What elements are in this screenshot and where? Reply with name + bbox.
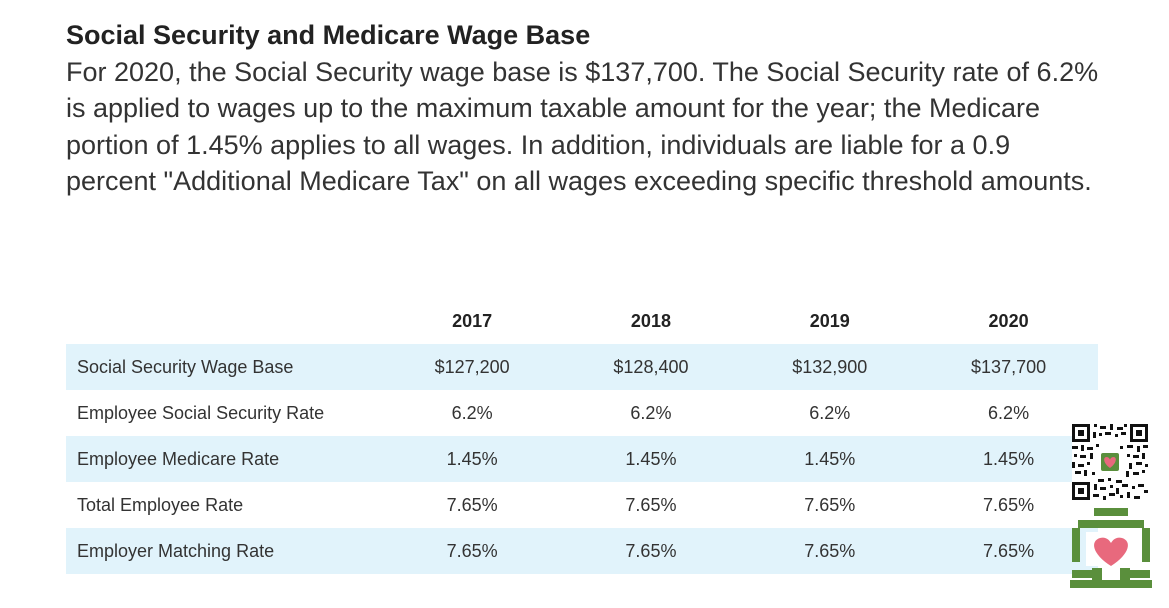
column-header: 2017 bbox=[452, 310, 493, 331]
table-cell: 7.65% bbox=[804, 494, 856, 515]
table-header-row: 2017 2018 2019 2020 bbox=[66, 298, 1098, 344]
table-cell: 7.65% bbox=[625, 494, 677, 515]
column-header: 2019 bbox=[809, 310, 850, 331]
qr-code-icon bbox=[1072, 424, 1148, 500]
heart-badge-icon bbox=[1070, 508, 1152, 588]
table-cell: $132,900 bbox=[740, 344, 920, 390]
wage-base-table: 2017 2018 2019 2020 Social Security Wage… bbox=[66, 298, 1098, 574]
table-row: Total Employee Rate 7.65% 7.65% 7.65% 7.… bbox=[66, 482, 1098, 528]
column-header: 2020 bbox=[988, 310, 1029, 331]
table-row: Social Security Wage Base $127,200 $128,… bbox=[66, 344, 1098, 390]
table-cell: 6.2% bbox=[988, 402, 1030, 423]
table-cell: 7.65% bbox=[740, 528, 920, 574]
table-cell: 7.65% bbox=[382, 528, 562, 574]
table-cell: 1.45% bbox=[382, 436, 562, 482]
column-header bbox=[66, 298, 383, 344]
table-cell: $128,400 bbox=[561, 344, 741, 390]
table-row: Employer Matching Rate 7.65% 7.65% 7.65%… bbox=[66, 528, 1098, 574]
row-label: Employee Medicare Rate bbox=[66, 436, 383, 482]
row-label: Social Security Wage Base bbox=[66, 344, 383, 390]
table-cell: 7.65% bbox=[983, 494, 1035, 515]
table-cell: 7.65% bbox=[919, 528, 1098, 574]
table-cell: 1.45% bbox=[740, 436, 920, 482]
row-label: Employee Social Security Rate bbox=[77, 402, 325, 423]
article-intro: For 2020, the Social Security wage base … bbox=[66, 57, 1099, 196]
table-cell: $127,200 bbox=[382, 344, 562, 390]
row-label: Employer Matching Rate bbox=[66, 528, 383, 574]
table-cell: 6.2% bbox=[630, 402, 672, 423]
table-cell: 1.45% bbox=[561, 436, 741, 482]
row-label: Total Employee Rate bbox=[77, 494, 244, 515]
table-row: Employee Medicare Rate 1.45% 1.45% 1.45%… bbox=[66, 436, 1098, 482]
table-cell: 6.2% bbox=[451, 402, 493, 423]
article-title: Social Security and Medicare Wage Base bbox=[66, 20, 591, 50]
table-cell: 1.45% bbox=[919, 436, 1098, 482]
table-cell: 7.65% bbox=[446, 494, 498, 515]
table-cell: $137,700 bbox=[919, 344, 1098, 390]
table-cell: 7.65% bbox=[561, 528, 741, 574]
column-header: 2018 bbox=[630, 310, 671, 331]
table-cell: 6.2% bbox=[809, 402, 851, 423]
table-row: Employee Social Security Rate 6.2% 6.2% … bbox=[66, 390, 1098, 436]
